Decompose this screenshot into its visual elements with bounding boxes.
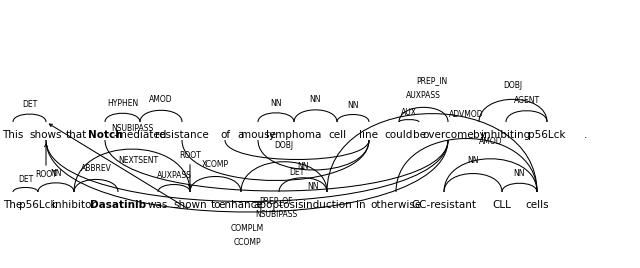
Text: of: of — [220, 130, 230, 140]
Text: NN: NN — [308, 182, 319, 191]
Text: ROOT: ROOT — [179, 151, 201, 160]
Text: cell: cell — [328, 130, 346, 140]
Text: PREP_IN: PREP_IN — [417, 76, 447, 85]
Text: apoptosis: apoptosis — [253, 200, 304, 210]
Text: COMPLM: COMPLM — [230, 224, 264, 233]
Text: Notch: Notch — [88, 130, 122, 140]
Text: AMOD: AMOD — [149, 95, 173, 104]
Text: .: . — [584, 130, 588, 140]
Text: by: by — [472, 130, 485, 140]
Text: in: in — [356, 200, 366, 210]
Text: AUX: AUX — [401, 108, 417, 117]
Text: DOBJ: DOBJ — [275, 141, 294, 150]
Text: ABBREV: ABBREV — [81, 164, 111, 173]
Text: otherwise: otherwise — [371, 200, 422, 210]
Text: induction: induction — [303, 200, 351, 210]
Text: overcome: overcome — [422, 130, 474, 140]
Text: NN: NN — [270, 99, 282, 108]
Text: lymphoma: lymphoma — [266, 130, 322, 140]
Text: PREP_OF: PREP_OF — [259, 196, 292, 205]
Text: cells: cells — [525, 200, 549, 210]
Text: NN: NN — [514, 169, 525, 178]
Text: be: be — [413, 130, 426, 140]
Text: Dasatinib: Dasatinib — [90, 200, 146, 210]
Text: inhibitor: inhibitor — [52, 200, 96, 210]
Text: The: The — [3, 200, 22, 210]
Text: AGENT: AGENT — [513, 96, 540, 105]
Text: resistance: resistance — [155, 130, 209, 140]
Text: CLL: CLL — [493, 200, 511, 210]
Text: to: to — [211, 200, 221, 210]
Text: p56Lck: p56Lck — [528, 130, 566, 140]
Text: DET: DET — [18, 175, 33, 184]
Text: could: could — [385, 130, 413, 140]
Text: DET: DET — [22, 100, 37, 109]
Text: inhibiting: inhibiting — [481, 130, 531, 140]
Text: NEXTSENT: NEXTSENT — [118, 156, 158, 165]
Text: AUXPASS: AUXPASS — [157, 171, 191, 180]
Text: CCOMP: CCOMP — [233, 238, 261, 247]
Text: that: that — [65, 130, 86, 140]
Text: HYPHEN: HYPHEN — [107, 99, 138, 108]
Text: a: a — [238, 130, 244, 140]
Text: ADVMOD: ADVMOD — [449, 110, 484, 119]
Text: DOBJ: DOBJ — [504, 81, 523, 90]
Text: NN: NN — [297, 162, 308, 171]
Text: line: line — [360, 130, 378, 140]
Text: XCOMP: XCOMP — [202, 160, 229, 169]
Text: DET: DET — [289, 168, 305, 177]
Text: GC-resistant: GC-resistant — [412, 200, 477, 210]
Text: AMOD: AMOD — [479, 137, 502, 146]
Text: was: was — [148, 200, 168, 210]
Text: NSUBIPASS: NSUBIPASS — [111, 124, 153, 133]
Text: shown: shown — [173, 200, 207, 210]
Text: ROOT: ROOT — [35, 170, 57, 179]
Text: enhance: enhance — [219, 200, 264, 210]
Text: NSUBIPASS: NSUBIPASS — [255, 210, 298, 219]
Text: -mediated: -mediated — [113, 130, 166, 140]
Text: mouse: mouse — [241, 130, 275, 140]
Text: AUXPASS: AUXPASS — [406, 91, 441, 100]
Text: This: This — [3, 130, 24, 140]
Text: shows: shows — [29, 130, 62, 140]
Text: NN: NN — [310, 95, 321, 104]
Text: p56Lck: p56Lck — [19, 200, 57, 210]
Text: NN: NN — [51, 169, 61, 178]
Text: NN: NN — [467, 156, 479, 165]
Text: NN: NN — [348, 101, 359, 110]
